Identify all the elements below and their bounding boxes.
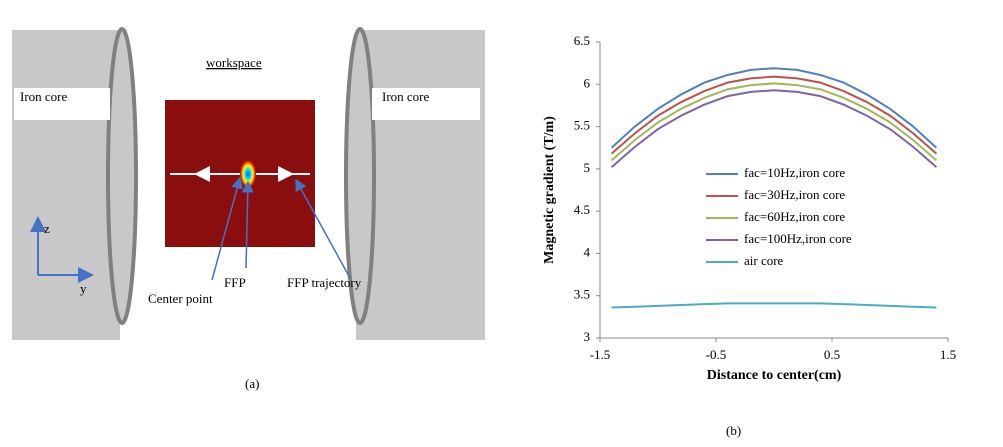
y-tick-label: 4.5 xyxy=(574,202,590,217)
legend-label: air core xyxy=(744,253,784,268)
series-line xyxy=(610,82,938,162)
pointer xyxy=(295,178,351,279)
left-coil xyxy=(106,27,138,325)
left-core xyxy=(12,30,120,340)
series-line xyxy=(610,67,938,149)
y-tick-label: 3.5 xyxy=(574,287,590,302)
center-label: Center point xyxy=(148,291,213,306)
caption: (a) xyxy=(245,376,259,391)
x-tick-label: -0.5 xyxy=(706,347,727,362)
x-tick-label: -1.5 xyxy=(590,347,611,362)
y-tick-label: 6.5 xyxy=(574,33,590,48)
legend-label: fac=10Hz,iron core xyxy=(744,165,845,180)
workspace-label: workspace xyxy=(206,55,262,70)
right-core xyxy=(356,30,485,340)
right-coil xyxy=(344,27,376,325)
core-label: Iron core xyxy=(382,89,430,104)
caption: (b) xyxy=(726,423,741,438)
y-tick-label: 5.5 xyxy=(574,118,590,133)
axis-label: y xyxy=(80,281,87,296)
legend-label: fac=60Hz,iron core xyxy=(744,209,845,224)
core-label: Iron core xyxy=(20,89,68,104)
axis-label: z xyxy=(44,221,50,236)
y-tick-label: 5 xyxy=(584,160,591,175)
ffp-label: FFP xyxy=(224,275,246,290)
x-tick-label: 0.5 xyxy=(824,347,840,362)
pointer xyxy=(211,176,244,281)
x-tick-label: 1.5 xyxy=(940,347,956,362)
series-line xyxy=(610,75,938,155)
x-axis-title: Distance to center(cm) xyxy=(707,368,842,383)
label-box xyxy=(14,88,110,120)
legend-label: fac=30Hz,iron core xyxy=(744,187,845,202)
y-tick-label: 3 xyxy=(584,329,591,344)
y-tick-label: 6 xyxy=(584,75,591,90)
label-box xyxy=(372,88,480,120)
trajectory-label: FFP trajectory xyxy=(287,275,362,290)
legend-label: fac=100Hz,iron core xyxy=(744,231,852,246)
pointer xyxy=(241,180,254,269)
series-line xyxy=(610,89,938,168)
series-line xyxy=(611,302,937,309)
y-axis-title: Magnetic gradient (T/m) xyxy=(542,116,557,264)
y-tick-label: 4 xyxy=(584,244,591,259)
